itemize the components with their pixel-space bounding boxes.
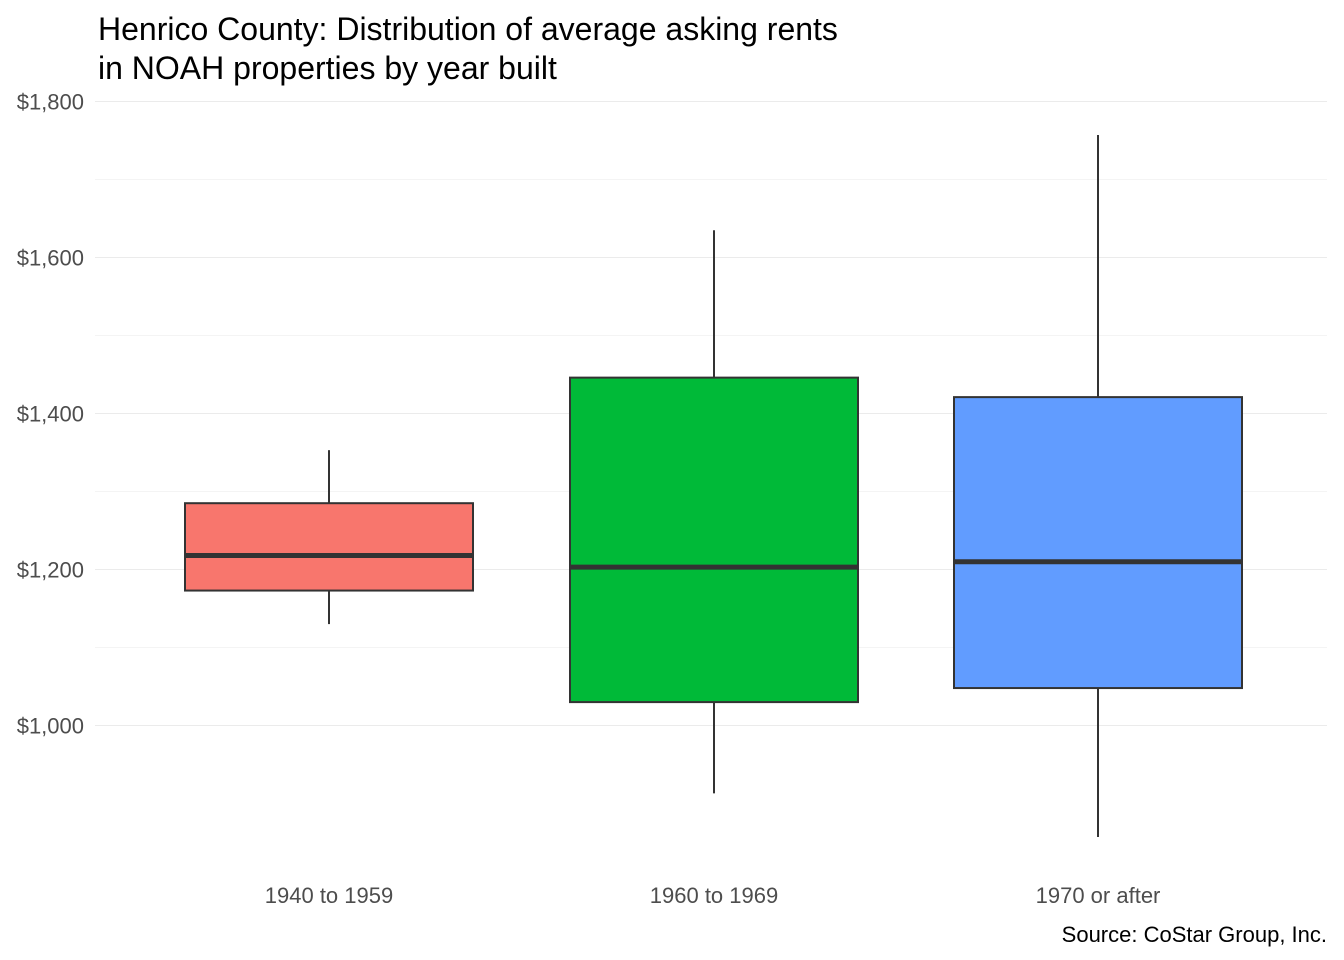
chart-title-line-1: Henrico County: Distribution of average … (98, 11, 838, 47)
y-tick-label: $1,600 (17, 246, 84, 271)
y-tick-label: $1,200 (17, 558, 84, 583)
y-tick-label: $1,000 (17, 714, 84, 739)
y-axis-tick-labels: $1,000 $1,200 $1,400 $1,600 $1,800 (17, 90, 84, 739)
x-axis-tick-labels: 1940 to 1959 1960 to 1969 1970 or after (265, 883, 1161, 908)
box-iqr (953, 396, 1243, 690)
x-tick-label: 1970 or after (1036, 883, 1161, 908)
box-iqr (184, 502, 474, 592)
chart-caption: Source: CoStar Group, Inc. (1062, 922, 1327, 947)
y-tick-label: $1,800 (17, 90, 84, 115)
x-tick-label: 1960 to 1969 (650, 883, 778, 908)
boxplot-boxes (184, 135, 1243, 838)
chart-title-line-2: in NOAH properties by year built (98, 50, 557, 86)
box-group (569, 230, 859, 794)
box-iqr (569, 376, 859, 704)
box-group (953, 135, 1243, 838)
box-group (184, 450, 474, 625)
x-tick-label: 1940 to 1959 (265, 883, 393, 908)
y-tick-label: $1,400 (17, 402, 84, 427)
